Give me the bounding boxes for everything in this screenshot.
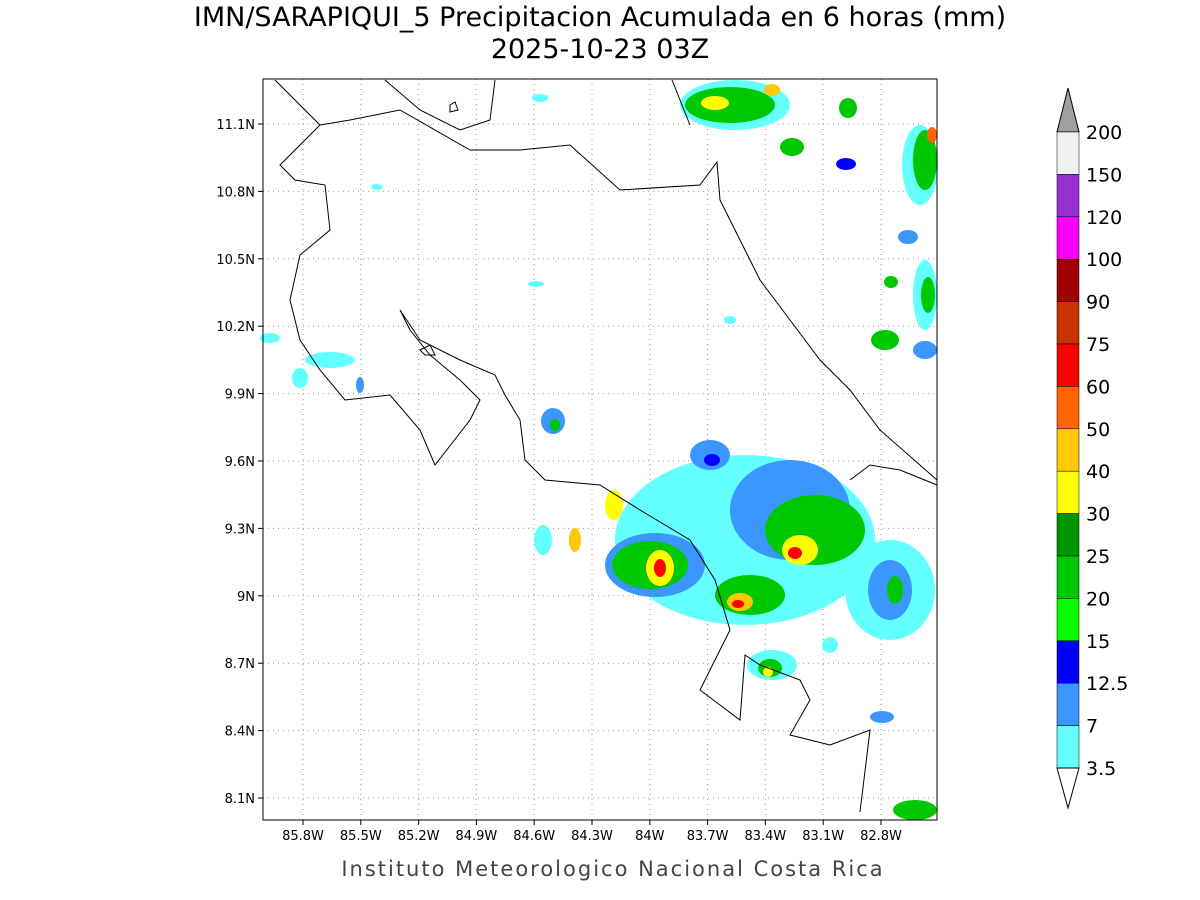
lon-label: 84.9W — [455, 829, 497, 844]
colorbar-label: 12.5 — [1086, 673, 1128, 695]
colorbar: 200 150 120 100 90 75 60 50 40 30 25 20 15 12.5 7 3.5 — [1056, 87, 1128, 810]
colorbar-segment — [1056, 428, 1080, 472]
colorbar-label: 200 — [1086, 122, 1122, 144]
lon-label: 84.6W — [513, 829, 555, 844]
lat-label: 9.3N — [225, 522, 255, 537]
colorbar-segment — [1056, 216, 1080, 260]
lat-label: 9.6N — [225, 455, 255, 470]
footer: Instituto Meteorologico Nacional Costa R… — [341, 857, 884, 881]
colorbar-label: 90 — [1086, 292, 1110, 314]
colorbar-segment — [1056, 598, 1080, 642]
colorbar-label: 75 — [1086, 334, 1110, 356]
colorbar-bottom-triangle — [1056, 767, 1080, 810]
colorbar-segment — [1056, 725, 1080, 769]
colorbar-label: 30 — [1086, 504, 1110, 526]
lat-label: 10.5N — [216, 253, 255, 268]
lat-label: 10.8N — [216, 185, 255, 200]
lon-label: 85.2W — [398, 829, 440, 844]
colorbar-label: 120 — [1086, 207, 1122, 229]
colorbar-segment — [1056, 640, 1080, 684]
colorbar-label: 25 — [1086, 546, 1110, 568]
colorbar-segment — [1056, 301, 1080, 345]
colorbar-label: 20 — [1086, 588, 1110, 610]
lon-label: 83.7W — [687, 829, 729, 844]
colorbar-segment — [1056, 343, 1080, 387]
lat-label: 8.7N — [225, 657, 255, 672]
lon-label: 84.3W — [571, 829, 613, 844]
colorbar-segment — [1056, 470, 1080, 514]
lat-label: 8.1N — [225, 792, 255, 807]
colorbar-segment — [1056, 682, 1080, 726]
lat-label: 11.1N — [216, 118, 255, 133]
precipitation-field — [260, 80, 938, 820]
colorbar-segment — [1056, 174, 1080, 218]
title: IMN/SARAPIQUI_5 Precipitacion Acumulada … — [194, 2, 1006, 33]
lon-label: 83.4W — [744, 829, 786, 844]
colorbar-label: 150 — [1086, 164, 1122, 186]
lat-label: 9N — [237, 590, 255, 605]
map-frame — [262, 78, 938, 821]
colorbar-top-triangle — [1056, 87, 1080, 133]
lat-label: 9.9N — [225, 388, 255, 403]
colorbar-label: 100 — [1086, 249, 1122, 271]
colorbar-label: 3.5 — [1086, 758, 1116, 780]
colorbar-label: 7 — [1086, 716, 1098, 738]
colorbar-segment — [1056, 386, 1080, 430]
lat-label: 8.4N — [225, 725, 255, 740]
colorbar-label: 15 — [1086, 631, 1110, 653]
colorbar-segment — [1056, 513, 1080, 557]
colorbar-segment — [1056, 131, 1080, 175]
colorbar-label: 40 — [1086, 461, 1110, 483]
colorbar-label: 60 — [1086, 376, 1110, 398]
colorbar-label: 50 — [1086, 419, 1110, 441]
lon-label: 83.1W — [802, 829, 844, 844]
lon-label: 84W — [635, 829, 665, 844]
subtitle: 2025-10-23 03Z — [491, 34, 709, 65]
lat-label: 10.2N — [216, 320, 255, 335]
coastlines — [274, 79, 938, 813]
lon-label: 85.8W — [282, 829, 324, 844]
lon-label: 85.5W — [340, 829, 382, 844]
grid: 11.1N 10.8N 10.5N 10.2N 9.9N 9.6N 9.3N 9N 8.7N 8.… — [216, 79, 937, 844]
colorbar-segment — [1056, 258, 1080, 302]
colorbar-segment — [1056, 555, 1080, 599]
lon-label: 82.8W — [860, 829, 902, 844]
